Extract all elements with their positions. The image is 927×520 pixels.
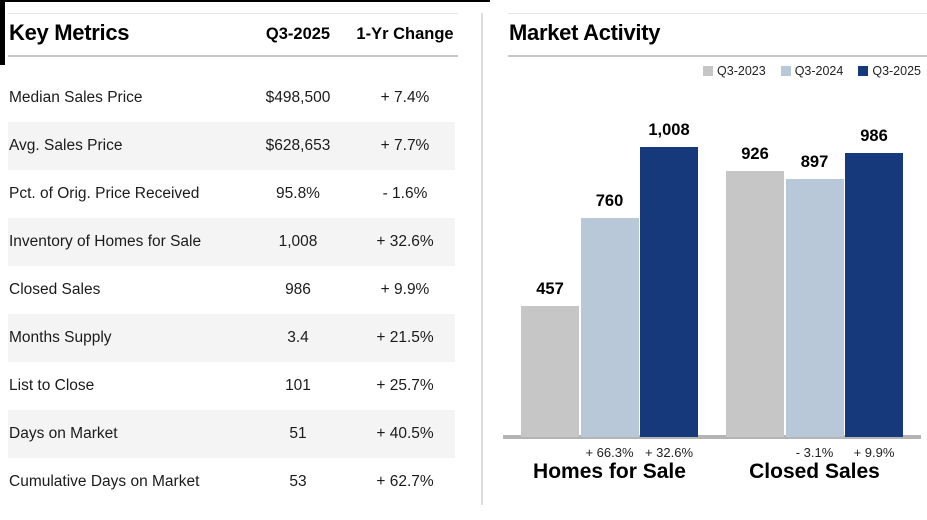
header-underline [8,55,458,57]
metric-label: Cumulative Days on Market [9,473,200,490]
divider-line [8,13,458,14]
metric-row-pct-of-orig-price-received: Pct. of Orig. Price Received 95.8% - 1.6% [8,170,455,218]
bar-homes-for-sale-q3-2024 [580,218,639,437]
bar-value-label: 926 [741,145,769,163]
legend-item-q3-2024: Q3-2024 [780,64,844,78]
page-border-left [0,0,5,65]
metric-value: 986 [285,281,311,298]
bar-value-label: 897 [800,153,829,171]
metric-label: Median Sales Price [9,89,143,106]
legend-item-q3-2025: Q3-2025 [858,64,921,78]
category-label-homes-for-sale: Homes for Sale [533,460,686,483]
metric-value: $628,653 [265,137,331,154]
divider-line [508,13,927,14]
metric-value: 51 [289,425,307,442]
metric-label: List to Close [9,377,95,394]
bar-value-label: 1,008 [648,121,690,139]
metric-value: 1,008 [278,233,318,250]
bar-pct-change-label: + 9.9% [853,445,895,460]
metric-label: Pct. of Orig. Price Received [9,185,200,202]
legend-swatch-icon [858,66,869,76]
metric-label: Inventory of Homes for Sale [9,233,202,250]
metric-label: Closed Sales [9,281,101,298]
metric-value: 53 [289,473,307,490]
bar-value-label: 760 [595,192,624,210]
metric-change: + 25.7% [376,377,434,394]
metric-row-closed-sales: Closed Sales 986 + 9.9% [8,266,455,314]
metric-change: + 32.6% [376,233,434,250]
metric-change: + 62.7% [376,473,434,490]
metric-label: Avg. Sales Price [9,137,123,154]
metric-change: - 1.6% [382,185,428,202]
chart-legend: Q3-2023 Q3-2024 Q3-2025 [508,63,921,79]
metric-value: 95.8% [276,185,320,202]
metric-row-list-to-close: List to Close 101 + 25.7% [8,362,455,410]
bar-value-label: 986 [860,127,888,145]
bar-value-label: 457 [536,280,564,298]
metric-label: Months Supply [9,329,112,346]
metric-change: + 40.5% [376,425,434,442]
bar-pct-change-label: + 66.3% [585,445,634,460]
bar-closed-sales-q3-2023 [726,171,784,437]
bar-homes-for-sale-q3-2023 [521,306,579,437]
bar-pct-change-label: + 32.6% [644,445,694,460]
market-activity-title: Market Activity [509,20,661,45]
metric-change: + 21.5% [376,329,434,346]
legend-swatch-icon [703,66,714,76]
metric-row-avg-sales-price: Avg. Sales Price $628,653 + 7.7% [8,122,455,170]
legend-item-q3-2023: Q3-2023 [703,64,766,78]
key-metrics-title: Key Metrics [9,20,130,45]
metric-row-cumulative-days-on-market: Cumulative Days on Market 53 + 62.7% [8,458,455,506]
bar-closed-sales-q3-2025 [845,153,903,437]
legend-label: Q3-2024 [794,64,844,78]
panel-divider [481,13,483,505]
x-axis-line [503,435,921,439]
bar-homes-for-sale-q3-2025 [640,147,698,437]
metric-value: $498,500 [265,89,331,106]
header-underline [508,55,927,57]
metric-row-inventory-of-homes-for-sale: Inventory of Homes for Sale 1,008 + 32.6% [8,218,455,266]
metric-value: 101 [285,377,311,394]
legend-swatch-icon [780,66,791,76]
page-border-top [0,0,490,2]
bar-closed-sales-q3-2024 [785,179,844,437]
legend-label: Q3-2023 [717,64,766,78]
metric-change: + 9.9% [380,281,430,298]
column-header-change: 1-Yr Change [356,25,454,43]
bar-pct-change-label: - 3.1% [795,445,834,460]
metric-row-median-sales-price: Median Sales Price $498,500 + 7.4% [8,74,455,122]
metric-row-days-on-market: Days on Market 51 + 40.5% [8,410,455,458]
metric-value: 3.4 [287,329,309,346]
metric-label: Days on Market [9,425,118,442]
category-label-closed-sales: Closed Sales [749,460,880,483]
legend-label: Q3-2025 [872,64,921,78]
metric-change: + 7.4% [380,89,430,106]
metric-change: + 7.7% [380,137,430,154]
metric-row-months-supply: Months Supply 3.4 + 21.5% [8,314,455,362]
column-header-quarter: Q3-2025 [265,25,331,43]
